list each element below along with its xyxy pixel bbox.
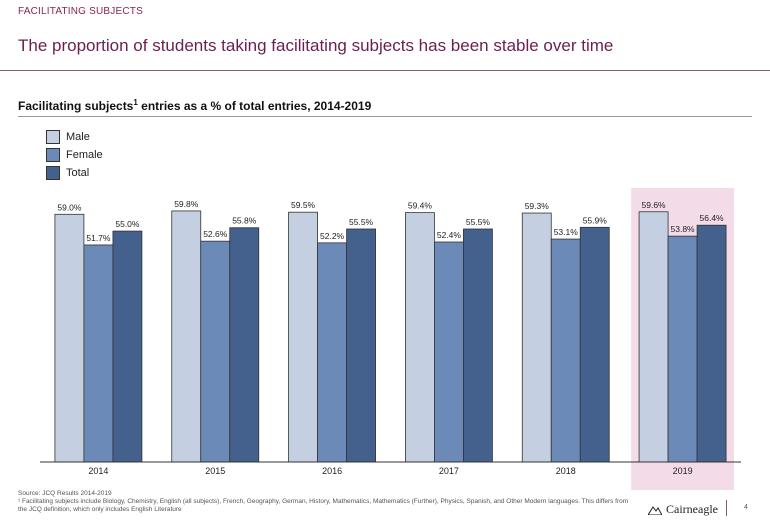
- bar-total-2016: [346, 228, 376, 463]
- data-label-female-2016: 52.2%: [320, 231, 345, 241]
- bar-female-2014: [83, 244, 114, 463]
- data-label-male-2019: 59.6%: [642, 200, 667, 210]
- chart-title-main: Facilitating subjects: [18, 99, 134, 113]
- x-tick-label-2015: 2015: [205, 466, 225, 476]
- chart-title-divider: [18, 116, 752, 117]
- slide-title: The proportion of students taking facili…: [18, 36, 614, 55]
- bar-female-2018: [550, 238, 581, 463]
- title-divider: [0, 70, 770, 71]
- legend-item-female: Female: [46, 146, 103, 164]
- page-number: 4: [744, 504, 748, 511]
- chart-title: Facilitating subjects1 entries as a % of…: [18, 98, 371, 113]
- company-logo: Cairneagle: [648, 502, 718, 517]
- footnotes: Source: JCQ Results 2014-2019 ¹ Facilita…: [18, 490, 638, 514]
- bar-total-2017: [463, 228, 493, 463]
- x-tick-label-2018: 2018: [556, 466, 576, 476]
- legend-item-total: Total: [46, 164, 103, 182]
- bar-female-2015: [200, 240, 231, 463]
- data-label-male-2015: 59.8%: [174, 199, 199, 209]
- definition-note: ¹ Facilitating subjects include Biology,…: [18, 498, 629, 513]
- bar-female-2017: [434, 241, 464, 463]
- data-label-total-2017: 55.5%: [466, 217, 491, 227]
- x-tick-label-2016: 2016: [322, 466, 342, 476]
- data-label-total-2018: 55.9%: [583, 215, 608, 225]
- legend-swatch-total: [46, 166, 60, 180]
- data-label-total-2015: 55.8%: [232, 216, 257, 226]
- source-note: Source: JCQ Results 2014-2019: [18, 490, 112, 497]
- bar-total-2014: [112, 230, 143, 463]
- data-label-total-2016: 55.5%: [349, 217, 374, 227]
- bar-total-2018: [579, 226, 610, 463]
- bar-male-2018: [521, 212, 552, 463]
- chart-title-rest: entries as a % of total entries, 2014-20…: [137, 99, 372, 113]
- bar-male-2019: [638, 211, 669, 463]
- legend-swatch-female: [46, 148, 60, 162]
- legend-swatch-male: [46, 130, 60, 144]
- x-tick-label-2014: 2014: [88, 466, 108, 476]
- chart-title-superscript: 1: [133, 98, 138, 107]
- legend-label-female: Female: [66, 149, 103, 161]
- mountain-icon: [648, 505, 662, 515]
- legend-label-male: Male: [66, 131, 90, 143]
- data-label-male-2017: 59.4%: [408, 201, 433, 211]
- data-label-female-2018: 53.1%: [554, 227, 579, 237]
- bar-female-2019: [667, 235, 698, 463]
- bar-male-2017: [405, 212, 435, 463]
- data-label-female-2017: 52.4%: [437, 230, 462, 240]
- logo-text: Cairneagle: [666, 502, 718, 516]
- x-tick-label-2019: 2019: [673, 466, 693, 476]
- data-label-male-2014: 59.0%: [57, 202, 82, 212]
- bar-total-2015: [229, 227, 260, 463]
- bar-male-2014: [54, 213, 85, 463]
- logo-divider: [726, 500, 727, 516]
- bar-female-2016: [317, 242, 347, 463]
- data-label-female-2014: 51.7%: [86, 233, 111, 243]
- section-tag: FACILITATING SUBJECTS: [18, 6, 143, 17]
- bar-total-2019: [696, 224, 727, 463]
- legend-item-male: Male: [46, 128, 103, 146]
- data-label-female-2019: 53.8%: [671, 224, 696, 234]
- data-label-total-2019: 56.4%: [700, 213, 725, 223]
- data-label-male-2018: 59.3%: [525, 201, 550, 211]
- legend-label-total: Total: [66, 167, 90, 179]
- data-label-male-2016: 59.5%: [291, 200, 316, 210]
- data-label-total-2014: 55.0%: [115, 219, 140, 229]
- data-label-female-2015: 52.6%: [203, 229, 228, 239]
- bar-male-2015: [171, 210, 202, 463]
- chart-legend: Male Female Total: [46, 128, 103, 182]
- bar-male-2016: [288, 211, 318, 463]
- x-tick-label-2017: 2017: [439, 466, 459, 476]
